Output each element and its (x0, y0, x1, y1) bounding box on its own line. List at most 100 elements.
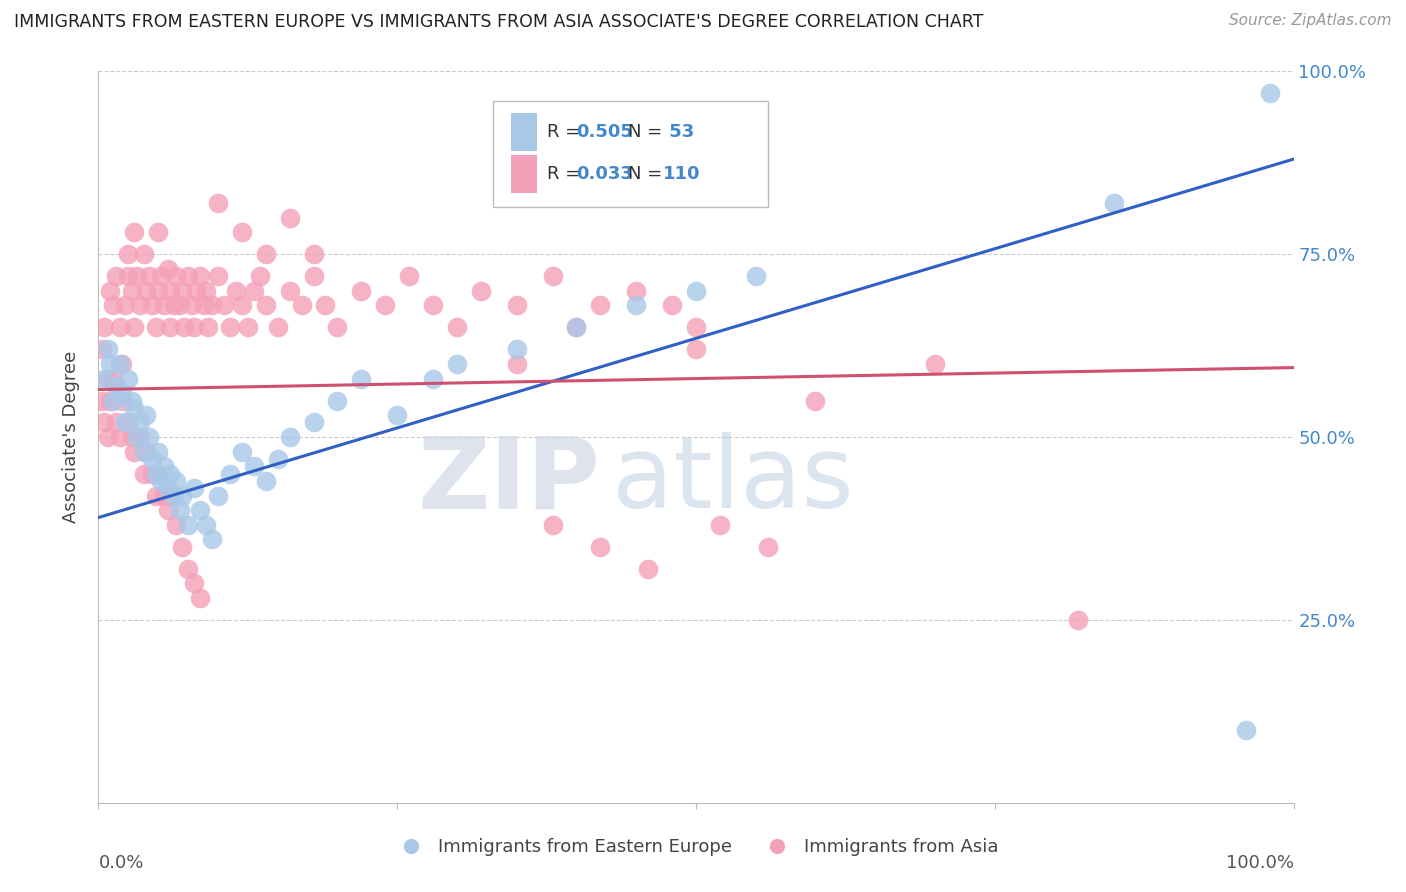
Point (565, 320, 588, 334)
Point (231, 444, 253, 458)
Point (97, 430, 120, 444)
Point (350, 284, 373, 298)
Point (98, 393, 122, 408)
Point (114, 416, 136, 430)
Point (98, 284, 122, 298)
Point (156, 481, 179, 495)
Point (326, 320, 349, 334)
Point (201, 533, 224, 547)
Point (804, 393, 827, 408)
Point (661, 298, 683, 312)
Point (231, 225, 253, 239)
Point (156, 261, 179, 276)
Point (159, 467, 181, 481)
Point (148, 225, 170, 239)
Point (385, 408, 409, 422)
Point (1067, 613, 1090, 627)
Point (91, 343, 114, 357)
Point (350, 371, 373, 385)
Point (924, 357, 946, 371)
Text: R =: R = (547, 165, 585, 183)
Point (129, 416, 152, 430)
Point (132, 444, 155, 458)
Point (225, 284, 247, 298)
Point (145, 320, 167, 334)
Point (165, 474, 187, 488)
Point (145, 467, 167, 481)
Point (207, 269, 229, 284)
Point (108, 320, 131, 334)
Point (1104, 196, 1126, 211)
Point (135, 444, 157, 458)
Point (565, 320, 588, 334)
Point (302, 247, 325, 261)
Point (422, 371, 444, 385)
Point (219, 320, 242, 334)
Point (236, 320, 259, 334)
Point (219, 467, 242, 481)
Text: IMMIGRANTS FROM EASTERN EUROPE VS IMMIGRANTS FROM ASIA ASSOCIATE'S DEGREE CORREL: IMMIGRANTS FROM EASTERN EUROPE VS IMMIGR… (14, 13, 983, 31)
Point (188, 591, 211, 605)
Text: R =: R = (547, 123, 585, 141)
Point (132, 247, 155, 261)
Point (177, 517, 200, 532)
Point (138, 269, 160, 284)
Point (125, 430, 148, 444)
Point (108, 430, 131, 444)
Point (163, 489, 186, 503)
Point (132, 467, 155, 481)
Point (105, 379, 128, 393)
Point (108, 357, 131, 371)
Point (180, 298, 202, 312)
Point (135, 408, 157, 422)
Point (148, 467, 170, 481)
Point (1234, 723, 1257, 737)
Point (254, 474, 277, 488)
Point (207, 196, 229, 211)
Point (249, 269, 271, 284)
Point (626, 284, 648, 298)
Text: 0.505: 0.505 (576, 123, 633, 141)
Point (231, 298, 253, 312)
Point (153, 459, 176, 474)
Point (114, 298, 136, 312)
Point (685, 284, 707, 298)
Point (159, 489, 181, 503)
Point (183, 320, 205, 334)
Point (207, 489, 229, 503)
Point (148, 284, 170, 298)
Point (156, 503, 179, 517)
Point (169, 503, 191, 517)
Point (97, 371, 120, 385)
Point (541, 517, 564, 532)
Point (195, 517, 218, 532)
Legend: Immigrants from Eastern Europe, Immigrants from Asia: Immigrants from Eastern Europe, Immigran… (385, 830, 1007, 863)
Text: 100.0%: 100.0% (1226, 854, 1294, 872)
Point (506, 357, 529, 371)
Point (149, 474, 172, 488)
Text: N =: N = (628, 165, 668, 183)
Point (145, 489, 167, 503)
Point (626, 298, 648, 312)
Point (201, 298, 224, 312)
Point (138, 430, 160, 444)
Point (745, 269, 768, 284)
Point (117, 269, 139, 284)
Point (148, 444, 170, 458)
Point (267, 320, 290, 334)
Point (121, 393, 143, 408)
Point (153, 489, 176, 503)
Point (91, 393, 114, 408)
Point (165, 269, 187, 284)
Point (177, 562, 200, 576)
Point (315, 298, 337, 312)
Text: 0.0%: 0.0% (98, 854, 143, 872)
Text: atlas: atlas (613, 433, 853, 530)
Point (291, 298, 314, 312)
Point (1258, 87, 1281, 101)
Point (117, 371, 139, 385)
Point (98, 357, 122, 371)
Bar (510, 154, 537, 193)
Point (121, 284, 143, 298)
Point (446, 357, 468, 371)
